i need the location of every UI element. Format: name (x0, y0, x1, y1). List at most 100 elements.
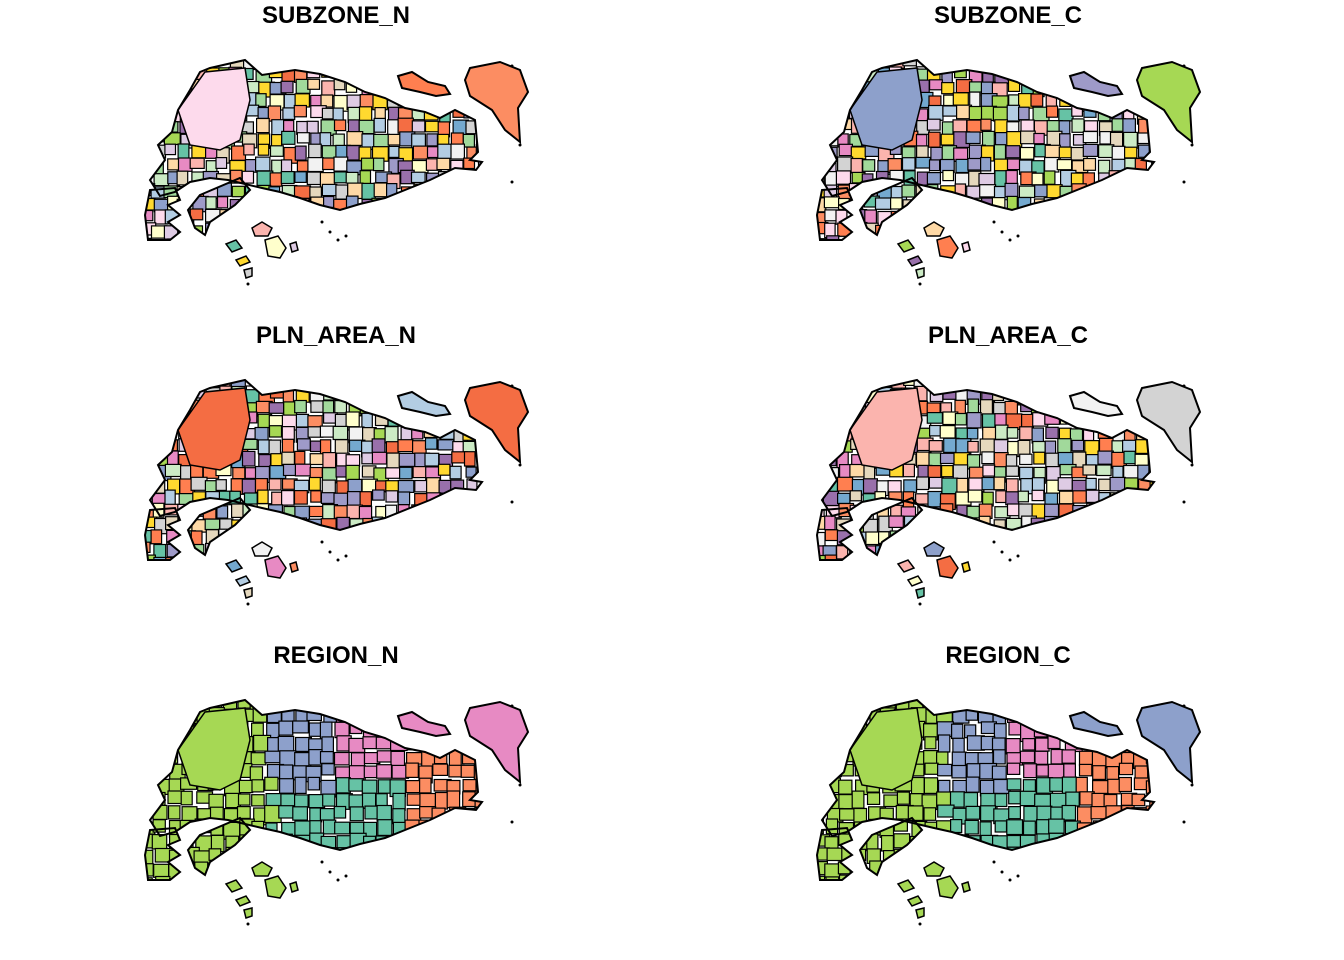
subzone-polygon (451, 92, 466, 104)
subzone-polygon (817, 721, 829, 740)
subzone-polygon (1097, 60, 1111, 69)
subzone-polygon (450, 143, 465, 160)
subzone-polygon (281, 130, 296, 145)
subzone-polygon (164, 79, 176, 93)
subzone-polygon (928, 198, 942, 211)
subzone-polygon (862, 478, 878, 494)
subzone-polygon (372, 157, 385, 172)
subzone-polygon (1107, 834, 1123, 851)
subzone-polygon (1060, 380, 1077, 391)
subzone-polygon (150, 68, 166, 83)
subzone-polygon (937, 763, 953, 777)
islet (510, 500, 514, 504)
subzone-polygon (349, 707, 365, 726)
subzone-polygon (465, 502, 481, 516)
subzone-polygon (447, 861, 461, 875)
subzone-polygon (1047, 763, 1065, 779)
subzone-polygon (1110, 557, 1126, 560)
islet (510, 704, 514, 708)
subzone-polygon (982, 68, 994, 83)
subzone-polygon (1047, 528, 1062, 545)
subzone-polygon (180, 861, 193, 876)
subzone-polygon (479, 221, 482, 238)
subzone-polygon (1124, 146, 1138, 159)
subzone-polygon (278, 720, 294, 736)
subzone-polygon (347, 388, 361, 404)
subzone-polygon (145, 722, 153, 739)
subzone-polygon (817, 762, 829, 781)
subzone-polygon (257, 143, 270, 156)
islet (1016, 234, 1020, 238)
subzone-polygon (320, 492, 336, 504)
subzone-polygon (1099, 197, 1114, 214)
subzone-polygon (967, 847, 981, 863)
subzone-polygon (294, 541, 309, 559)
subzone-polygon (817, 158, 826, 171)
subzone-polygon (837, 380, 853, 388)
subzone-polygon (1078, 877, 1093, 880)
subzone-polygon (965, 210, 980, 228)
subzone-polygon (215, 60, 230, 65)
subzone-polygon (889, 544, 902, 560)
subzone-polygon (1118, 706, 1131, 722)
subzone-polygon (387, 380, 401, 392)
subzone-polygon (393, 876, 408, 880)
panel-title: SUBZONE_C (933, 2, 1083, 29)
subzone-polygon (1023, 763, 1037, 779)
subzone-polygon (169, 878, 188, 880)
subzone-polygon (1083, 528, 1096, 545)
subzone-polygon (928, 476, 944, 489)
subzone-polygon (1075, 776, 1088, 795)
subzone-polygon (993, 144, 1007, 161)
subzone-polygon (1059, 554, 1075, 560)
subzone-polygon (941, 380, 957, 389)
subzone-polygon (345, 454, 361, 467)
subzone-polygon (423, 386, 441, 403)
subzone-polygon (890, 197, 903, 210)
subzone-polygon (927, 490, 943, 508)
map-layer (815, 378, 1202, 606)
subzone-polygon (1110, 380, 1128, 390)
subzone-polygon (460, 821, 478, 836)
subzone-polygon (392, 833, 409, 850)
subzone-polygon (334, 876, 347, 880)
subzone-polygon (916, 476, 930, 491)
subzone-polygon (322, 211, 337, 225)
subzone-polygon (942, 169, 955, 182)
subzone-polygon (180, 557, 196, 560)
subzone-polygon (1008, 700, 1023, 709)
subzone-polygon (826, 764, 842, 778)
subzone-polygon (1121, 94, 1138, 109)
subzone-polygon (164, 143, 177, 156)
subzone-polygon (294, 794, 309, 808)
subzone-polygon (1046, 237, 1063, 240)
subzone-polygon (1070, 60, 1084, 71)
subzone-polygon (463, 557, 477, 560)
subzone-polygon (475, 748, 482, 767)
islet (992, 540, 996, 544)
subzone-polygon (476, 544, 482, 556)
subzone-polygon (1030, 542, 1043, 560)
subzone-polygon (837, 700, 854, 709)
subzone-polygon (398, 60, 410, 68)
subzone-polygon (348, 778, 365, 792)
subzone-polygon (1145, 750, 1154, 764)
subzone-polygon (309, 820, 322, 835)
southern-island (936, 875, 959, 899)
subzone-polygon (980, 544, 995, 558)
subzone-polygon (888, 515, 904, 528)
subzone-polygon (1019, 790, 1037, 807)
subzone-polygon (282, 107, 296, 121)
subzone-polygon (358, 209, 373, 226)
subzone-polygon (1048, 700, 1063, 709)
subzone-polygon (823, 451, 837, 467)
subzone-polygon (1134, 555, 1146, 560)
subzone-polygon (851, 60, 865, 72)
subzone-polygon (462, 516, 476, 531)
subzone-polygon (250, 875, 265, 880)
islet (1182, 64, 1186, 68)
subzone-polygon (827, 751, 846, 764)
subzone-polygon (852, 707, 867, 722)
subzone-polygon (1147, 875, 1154, 880)
subzone-polygon (1047, 706, 1065, 721)
